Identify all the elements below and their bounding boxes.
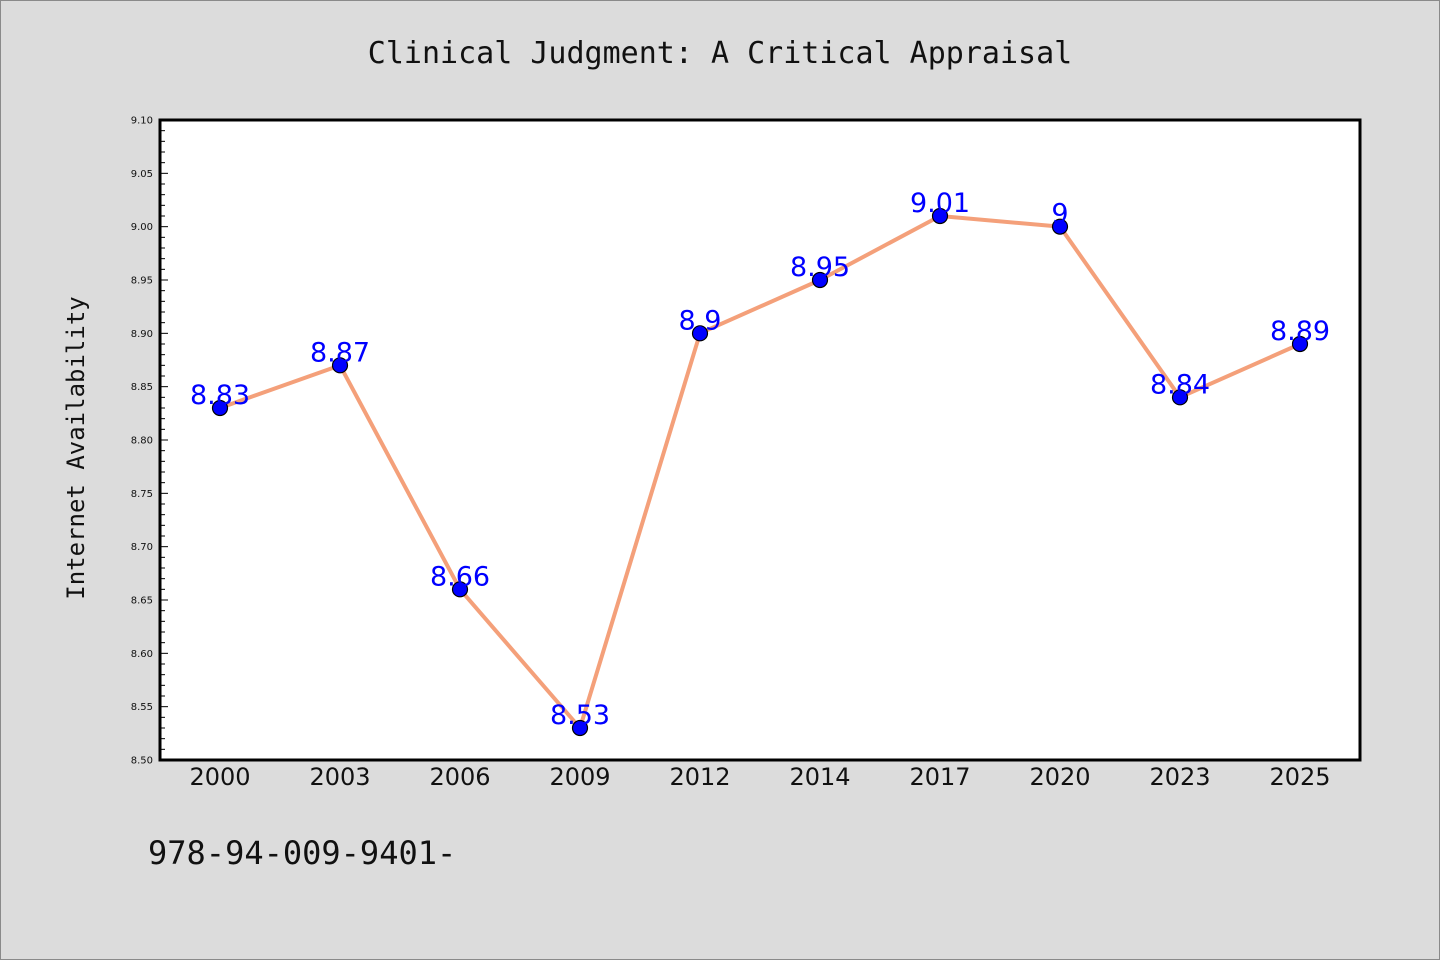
data-label: 8.83 (190, 380, 250, 411)
chart-title: Clinical Judgment: A Critical Appraisal (368, 36, 1072, 71)
y-tick-label: 8.50 (131, 756, 153, 767)
data-point (1171, 389, 1189, 406)
y-tick-label: 8.95 (131, 276, 153, 287)
y-tick-label: 8.70 (131, 542, 153, 553)
y-tick-label: 8.80 (131, 436, 153, 447)
data-point (571, 719, 589, 737)
y-tick-label: 8.90 (131, 329, 153, 340)
data-label: 8.87 (310, 337, 370, 368)
x-tick-label: 2014 (789, 763, 850, 791)
data-point (811, 271, 829, 289)
data-label: 8.9 (679, 305, 722, 336)
plot-border (158, 118, 1362, 762)
data-point (1051, 218, 1069, 235)
y-tick-label: 8.60 (131, 649, 153, 660)
data-label: 9.01 (910, 188, 970, 219)
y-tick-label: 9.10 (131, 116, 153, 127)
data-label: 8.95 (790, 252, 850, 283)
x-tick-label: 2003 (309, 763, 370, 791)
y-tick-label: 8.65 (131, 596, 153, 607)
y-tick-label: 8.85 (131, 382, 153, 393)
x-tick-label: 2000 (189, 763, 250, 791)
data-label: 8.84 (1150, 369, 1210, 400)
data-label: 8.53 (550, 700, 610, 731)
data-label: 8.89 (1270, 316, 1330, 347)
footer-note: 978-94-009-9401- (148, 834, 456, 872)
plot-area (160, 120, 1360, 760)
x-tick-label: 2012 (669, 763, 730, 791)
x-tick-label: 2023 (1149, 763, 1210, 791)
data-point (691, 325, 709, 342)
y-tick-label: 8.75 (131, 489, 153, 500)
y-tick-label: 9.00 (131, 222, 153, 233)
y-axis-label: Internet Availability (62, 296, 90, 599)
x-tick-label: 2006 (429, 763, 490, 791)
data-point (931, 207, 949, 225)
data-label: 8.66 (430, 561, 490, 592)
series-line (218, 214, 1302, 730)
y-tick-label: 8.55 (131, 702, 153, 713)
x-axis: 2000 2003 2006 2009 2012 2014 2017 2020 2023 2025 (189, 763, 1330, 791)
x-tick-label: 2020 (1029, 763, 1090, 791)
x-tick-label: 2025 (1269, 763, 1330, 791)
data-point (331, 357, 349, 374)
x-tick-label: 2017 (909, 763, 970, 791)
data-label: 9 (1051, 199, 1068, 230)
data-point (211, 399, 229, 417)
y-tick-label: 9.05 (131, 169, 153, 180)
series-group: 8.83 8.87 8.66 8.53 8.9 8.95 9.01 9 8.84 8.89 (190, 188, 1330, 737)
data-point (1291, 335, 1309, 353)
data-point (451, 581, 469, 598)
x-tick-label: 2009 (549, 763, 610, 791)
